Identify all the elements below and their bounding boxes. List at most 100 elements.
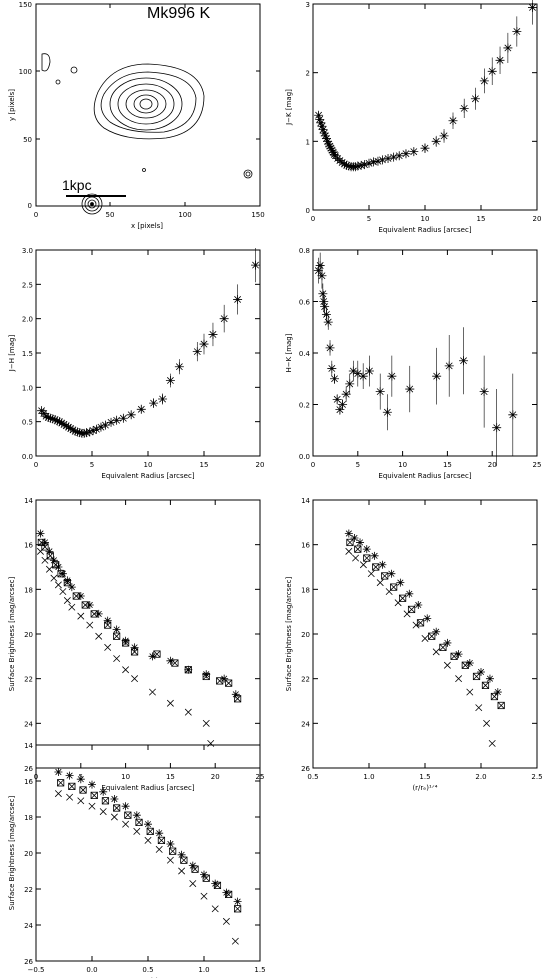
x-tick-label: 0.5	[307, 773, 318, 781]
data-point-boxcross	[225, 679, 233, 687]
y-axis-label: Surface Brightness [mag/arcsec]	[8, 577, 16, 692]
y-tick-label: 2.5	[22, 281, 33, 289]
data-point-asterisk	[485, 674, 494, 683]
y-tick-label: 18	[24, 586, 33, 594]
data-point-asterisk	[351, 162, 361, 172]
data-point-boxcross	[122, 639, 130, 647]
data-point-asterisk	[55, 417, 65, 427]
chart-sb-quarter: 0.5 1.0 1.5 2.0 2.5 14 16 18 20 22 24 26 (r/rₑ)¹ᐟ⁴ Su…	[285, 497, 542, 792]
data-point-x	[443, 661, 451, 669]
data-point-asterisk	[401, 149, 411, 159]
data-point-boxcross	[372, 563, 380, 571]
plot-area	[37, 247, 261, 438]
data-point-x	[95, 632, 103, 640]
data-point-boxcross	[135, 818, 143, 827]
data-point-asterisk	[320, 131, 330, 141]
data-point-boxcross	[180, 856, 188, 864]
data-point-boxcross	[497, 701, 505, 710]
data-point-asterisk	[360, 160, 370, 170]
data-point-x	[207, 739, 215, 747]
plot-frame	[35, 499, 261, 769]
x-tick-label: 20	[488, 461, 497, 469]
data-point-x	[88, 802, 96, 810]
data-point-asterisk	[356, 160, 366, 170]
y-tick-label: 24	[24, 922, 33, 930]
chart-jk: 0 5 10 15 20 0 1 2 3 Equivalent Radius [arcsec] J−…	[285, 0, 541, 234]
y-tick-label: 16	[24, 542, 33, 550]
data-point-asterisk	[318, 125, 328, 135]
x-tick-label: 2.5	[531, 773, 542, 781]
contour-map	[41, 53, 253, 215]
y-tick-label: 0.8	[299, 247, 310, 255]
data-point-asterisk	[192, 347, 202, 357]
y-tick-label: 0.2	[299, 402, 310, 410]
data-point-boxcross	[57, 570, 65, 578]
data-point-boxcross	[46, 552, 54, 560]
data-point-x	[66, 793, 74, 801]
data-point-boxcross	[57, 779, 65, 787]
data-point-asterisk	[338, 400, 348, 409]
data-point-asterisk	[200, 870, 208, 879]
data-point-boxcross	[202, 874, 210, 882]
data-point-asterisk	[313, 266, 323, 276]
data-point-asterisk	[231, 690, 240, 699]
data-point-asterisk	[96, 422, 106, 432]
data-point-asterisk	[36, 529, 45, 538]
data-point-asterisk	[383, 154, 393, 163]
data-point-x	[412, 621, 420, 629]
data-point-asterisk	[454, 650, 463, 659]
data-point-asterisk	[188, 861, 197, 870]
data-point-boxcross	[68, 782, 76, 791]
data-point-x	[86, 621, 94, 629]
data-point-boxcross	[153, 650, 161, 658]
data-point-asterisk	[46, 413, 56, 423]
data-point-boxcross	[191, 865, 199, 873]
data-point-asterisk	[326, 143, 336, 153]
x-tick-label: 1.0	[363, 773, 374, 781]
y-axis-label: H−K [mag]	[285, 333, 293, 372]
data-point-asterisk	[342, 160, 352, 170]
data-point-asterisk	[99, 787, 108, 796]
data-point-asterisk	[166, 840, 175, 848]
data-point-asterisk	[220, 674, 229, 683]
x-axis-label: Equivalent Radius [arcsec]	[378, 472, 471, 480]
data-point-asterisk	[314, 110, 324, 120]
data-point-asterisk	[330, 374, 340, 384]
data-point-boxcross	[233, 695, 242, 703]
x-tick-label: 0	[311, 461, 315, 469]
data-point-asterisk	[81, 428, 91, 438]
y-tick-label: 18	[24, 814, 33, 822]
data-point-boxcross	[428, 632, 436, 640]
data-point-x	[488, 739, 496, 747]
data-point-boxcross	[363, 554, 371, 562]
data-point-asterisk	[166, 656, 175, 665]
data-point-asterisk	[378, 560, 387, 569]
data-point-asterisk	[155, 829, 164, 838]
data-point-x	[122, 666, 130, 674]
y-tick-label: 3	[306, 1, 310, 9]
data-point-x	[122, 820, 130, 828]
image-ylabel: y [pixels]	[8, 89, 16, 121]
data-point-asterisk	[67, 583, 76, 592]
data-point-asterisk	[165, 375, 175, 385]
x-axis-label: Equivalent Radius [arcsec]	[101, 784, 194, 792]
data-point-asterisk	[323, 317, 333, 327]
data-point-asterisk	[337, 158, 347, 168]
y-tick-label: 0.6	[299, 299, 311, 307]
image-xtick-label: 50	[106, 211, 115, 219]
y-tick-label: 20	[24, 850, 33, 858]
data-point-boxcross	[439, 643, 447, 652]
data-point-asterisk	[495, 55, 505, 65]
x-tick-label: 10	[421, 215, 430, 223]
y-axis-label: Surface Brightness [mag/arcsec]	[8, 796, 16, 911]
data-point-asterisk	[72, 427, 82, 437]
data-point-x	[77, 612, 85, 620]
data-point-asterisk	[88, 426, 98, 436]
data-point-asterisk	[325, 343, 335, 353]
data-point-boxcross	[101, 797, 110, 805]
data-point-asterisk	[112, 625, 121, 634]
data-point-asterisk	[477, 667, 485, 676]
data-point-asterisk	[100, 420, 110, 430]
data-point-asterisk	[493, 688, 502, 697]
x-tick-label: 15	[200, 461, 209, 469]
